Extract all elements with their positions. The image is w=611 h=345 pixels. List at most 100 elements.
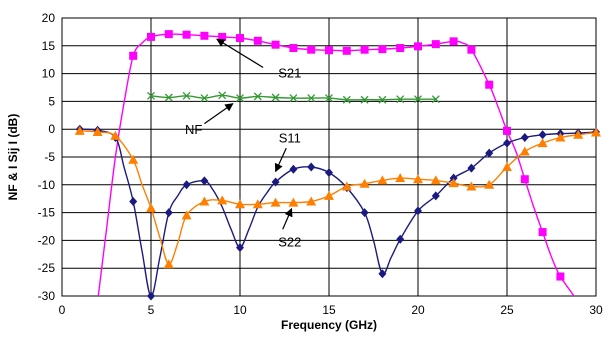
s21-marker <box>538 228 547 237</box>
y-axis-title: NF & I Sij I (dB) <box>6 114 20 201</box>
s11-marker <box>236 243 244 253</box>
x-tick-label: 10 <box>233 303 247 317</box>
nf-marker <box>271 93 280 102</box>
y-tick-label: -10 <box>38 178 56 192</box>
nf-marker <box>360 95 369 104</box>
s22-marker <box>466 181 477 191</box>
s22-marker <box>199 196 210 206</box>
s21-marker <box>360 45 369 54</box>
s22-marker <box>448 178 459 188</box>
nf-marker <box>325 94 333 103</box>
y-tick-labels: 20 15 10 5 0 -5 -10 -15 -20 -25 -30 <box>38 11 56 303</box>
x-tick-label: 30 <box>589 303 603 317</box>
s22-marker <box>306 196 317 206</box>
nf-marker <box>289 94 298 103</box>
s22-annotation-arrow <box>282 207 293 230</box>
s22-marker <box>163 259 174 269</box>
s22-marker <box>413 174 423 184</box>
s21-marker <box>431 40 440 49</box>
y-tick-label: 20 <box>42 11 56 25</box>
s21-marker <box>182 30 191 39</box>
s22-marker <box>110 130 121 140</box>
s11-marker <box>431 191 440 201</box>
s11-marker <box>520 133 529 143</box>
s21-marker <box>449 37 458 46</box>
s11-marker <box>396 234 405 244</box>
y-tick-label: -20 <box>38 233 56 247</box>
s11-marker <box>378 269 387 279</box>
x-axis-title: Frequency (GHz) <box>281 318 377 332</box>
s22-marker <box>146 203 156 213</box>
s21-annotation-label: S21 <box>278 65 301 80</box>
s22-marker <box>341 181 352 191</box>
y-tick-label: 0 <box>48 122 55 136</box>
s21-marker <box>200 31 209 40</box>
x-tick-labels: 0 5 10 15 20 25 30 <box>59 303 603 317</box>
s11-marker <box>307 162 316 172</box>
s22-marker <box>519 146 530 156</box>
s11-marker <box>360 208 369 218</box>
s21-marker <box>147 32 155 41</box>
s22-marker <box>537 138 548 148</box>
s21-marker <box>378 45 387 54</box>
s22-marker <box>235 199 245 209</box>
y-tick-label: -5 <box>44 150 55 164</box>
s22-marker <box>395 173 406 183</box>
nf-marker <box>147 91 155 100</box>
s21-marker <box>342 46 351 55</box>
s11-line <box>79 128 596 296</box>
nf-marker <box>378 95 387 104</box>
s11-annotation-arrow <box>274 147 287 173</box>
x-tick-label: 25 <box>500 303 514 317</box>
y-tick-label: -25 <box>38 261 56 275</box>
nf-marker <box>414 95 422 104</box>
grid <box>62 18 596 296</box>
s21-marker <box>164 30 173 39</box>
s22-marker <box>128 154 139 164</box>
s22-marker <box>359 178 370 188</box>
nf-marker <box>164 93 173 102</box>
annotations: S21 NF S11 S22 <box>185 38 301 250</box>
s11-marker <box>485 148 494 158</box>
s11-marker <box>414 206 422 216</box>
nf-annotation-label: NF <box>185 122 202 137</box>
s22-marker <box>92 126 103 136</box>
series-markers <box>74 30 601 301</box>
nf-annotation-arrow <box>204 103 234 125</box>
s22-marker <box>270 197 281 207</box>
s22-marker <box>555 132 566 142</box>
nf-marker <box>200 94 209 103</box>
nf-marker <box>253 92 262 101</box>
s11-marker <box>325 168 333 178</box>
s11-marker <box>538 130 547 140</box>
x-tick-label: 0 <box>59 303 66 317</box>
s21-marker <box>218 32 227 41</box>
s11-marker <box>467 163 476 173</box>
x-tick-label: 5 <box>148 303 155 317</box>
s22-marker <box>377 175 388 185</box>
s21-marker <box>503 126 511 135</box>
s22-marker <box>74 125 85 135</box>
s21-marker <box>556 272 565 281</box>
s11-marker <box>271 177 280 187</box>
nf-marker <box>307 94 316 103</box>
nf-marker <box>396 95 405 104</box>
s22-annotation-label: S22 <box>278 235 301 250</box>
s21-annotation-arrow <box>216 38 264 68</box>
s21-marker <box>414 42 422 51</box>
s21-marker <box>396 44 405 53</box>
nf-marker <box>218 91 227 100</box>
s22-marker <box>252 199 263 209</box>
y-tick-label: -30 <box>38 289 56 303</box>
nf-marker <box>342 95 351 104</box>
s21-marker <box>520 175 529 184</box>
s21-marker <box>307 45 316 54</box>
s11-marker <box>289 164 298 174</box>
s22-marker <box>217 195 228 205</box>
s21-marker <box>271 40 280 49</box>
s21-marker <box>253 36 262 45</box>
s22-marker <box>573 129 584 139</box>
s21-marker <box>485 80 494 89</box>
s11-marker <box>182 180 191 190</box>
